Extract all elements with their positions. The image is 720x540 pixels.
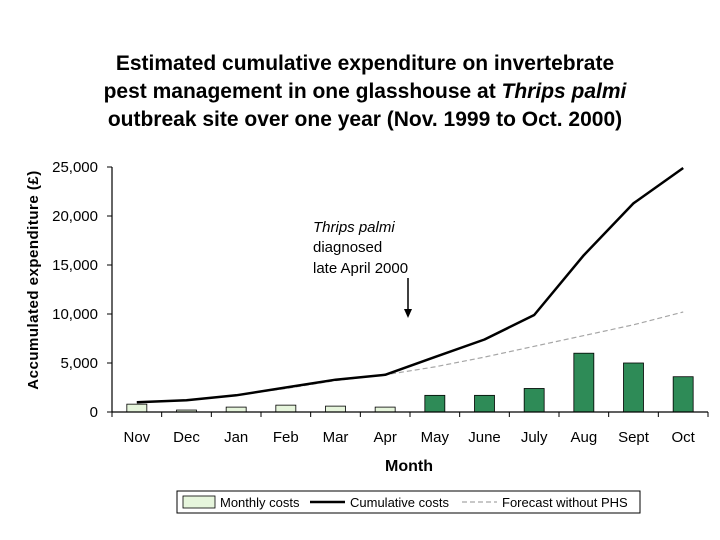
x-tick-label: Dec	[173, 429, 200, 446]
x-tick-label: Mar	[323, 429, 349, 446]
bar-monthly-cost	[225, 406, 247, 413]
x-tick-label: Jan	[224, 429, 248, 446]
y-tick-label: 20,000	[52, 208, 98, 225]
x-tick-label: Apr	[373, 429, 396, 446]
annotation-line-3: late April 2000	[313, 260, 408, 277]
y-tick-label: 25,000	[52, 159, 98, 176]
bar-monthly-cost	[325, 405, 346, 413]
y-tick-label: 5,000	[60, 355, 98, 372]
line-cumulative-costs	[136, 166, 684, 404]
title-line-2-italic: Thrips palmi	[501, 80, 627, 103]
legend-box	[176, 490, 641, 514]
x-tick-label: May	[421, 429, 450, 446]
x-tick-label: July	[521, 429, 548, 446]
bar-monthly-cost	[573, 352, 595, 413]
annotation-line-1: Thrips palmi	[313, 219, 395, 236]
legend: Monthly costs Cumulative costs Forecast …	[176, 490, 641, 514]
y-tick-label: 0	[90, 404, 98, 421]
legend-label-forecast: Forecast without PHS	[502, 495, 628, 510]
annotation-line-2: diagnosed	[313, 239, 382, 256]
title-line-2-text: pest management in one glasshouse at	[103, 80, 502, 103]
x-axis-label: Month	[385, 458, 433, 475]
annotation-arrow-head	[404, 309, 412, 318]
x-tick-label: Sept	[618, 429, 650, 446]
legend-label-monthly: Monthly costs	[220, 495, 300, 510]
bar-monthly-cost	[474, 394, 495, 413]
y-axis-label: Accumulated expenditure (£)	[25, 170, 42, 389]
legend-label-cumulative: Cumulative costs	[350, 495, 449, 510]
bar-monthly-cost	[523, 388, 545, 413]
x-tick-label: June	[468, 429, 501, 446]
bar-monthly-cost	[424, 394, 446, 413]
bar-monthly-cost	[672, 376, 694, 413]
bar-monthly-cost	[275, 404, 297, 413]
chart-title: Estimated cumulative expenditure on inve…	[20, 50, 710, 134]
y-tick-label: 15,000	[52, 257, 98, 274]
legend-swatch-monthly	[182, 495, 216, 509]
title-line-3: outbreak site over one year (Nov. 1999 t…	[107, 108, 623, 131]
x-tick-label: Aug	[570, 429, 597, 446]
title-line-1: Estimated cumulative expenditure on inve…	[115, 52, 615, 75]
bar-monthly-cost	[623, 362, 644, 413]
line-forecast-without-phs	[136, 311, 684, 403]
annotation: Thrips palmi diagnosed late April 2000	[313, 219, 412, 318]
y-tick-label: 10,000	[52, 306, 98, 323]
x-tick-label: Oct	[671, 429, 695, 446]
x-tick-label: Feb	[273, 429, 299, 446]
x-tick-label: Nov	[123, 429, 150, 446]
bar-monthly-cost	[374, 406, 396, 413]
bar-monthly-cost	[126, 403, 148, 413]
